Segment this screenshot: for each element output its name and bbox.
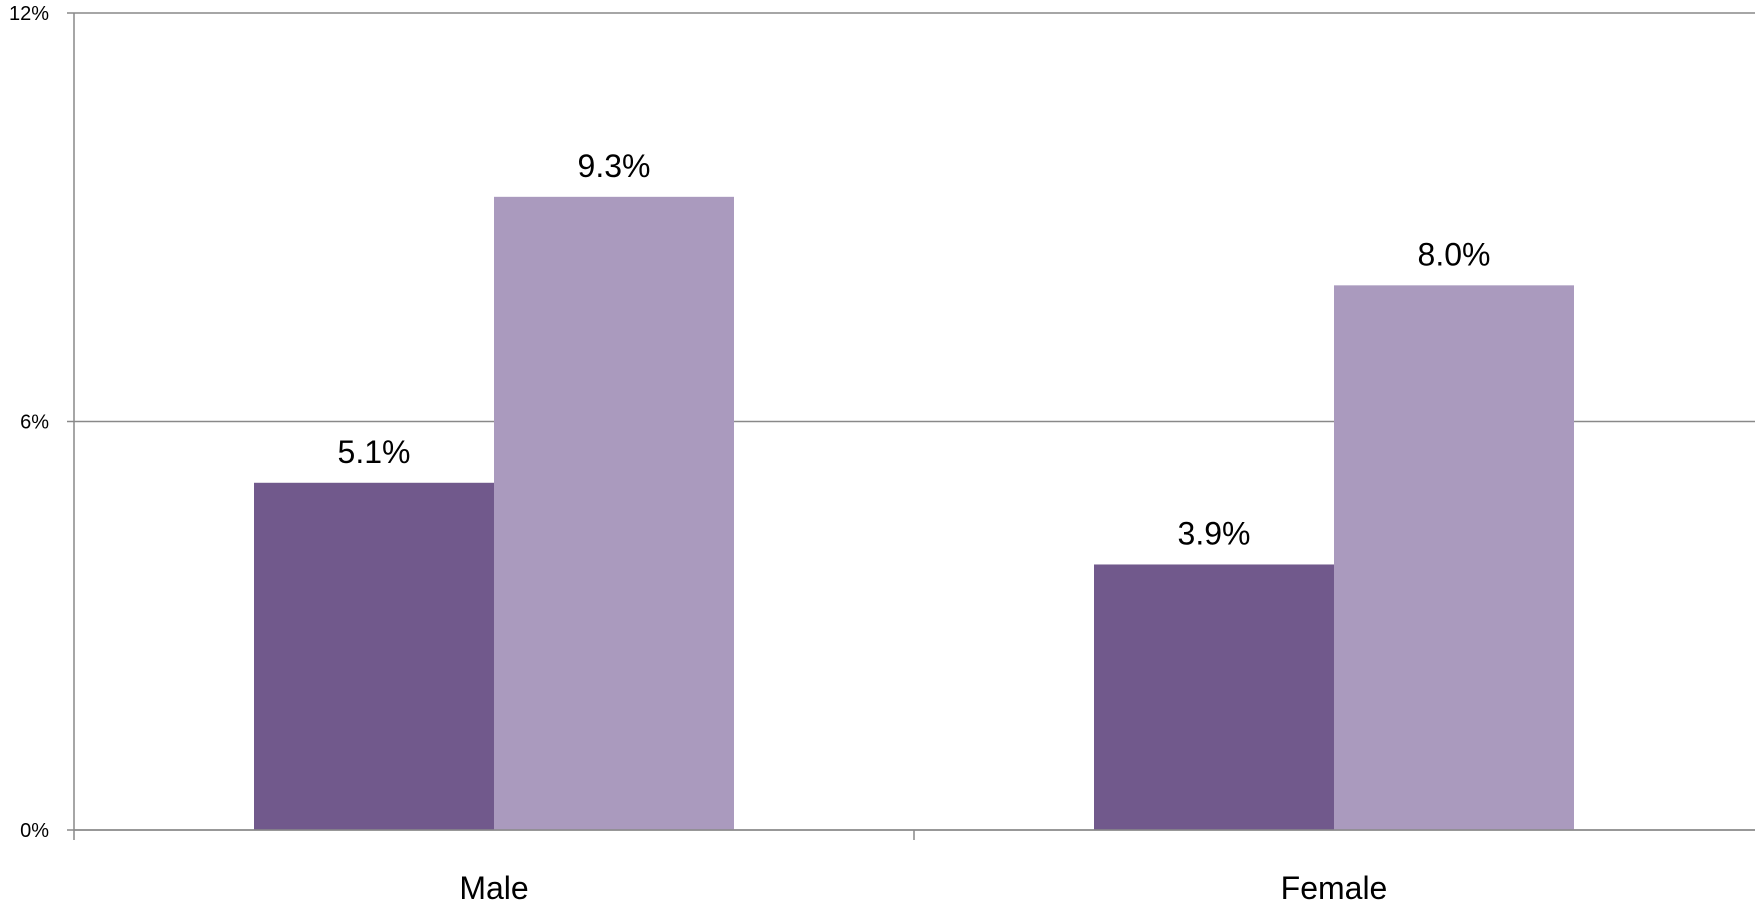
x-category-label-male: Male <box>459 870 528 906</box>
bars <box>254 196 1574 830</box>
bar-female-series-1 <box>1094 564 1334 830</box>
axes <box>67 12 1755 840</box>
y-tick-label-1: 6% <box>20 412 49 434</box>
y-tick-label-2: 12% <box>9 3 49 25</box>
bar-male-series-1 <box>254 482 494 830</box>
data-label-female-series-1: 3.9% <box>1178 515 1251 551</box>
x-category-label-female: Female <box>1281 870 1388 906</box>
labels: 0% 6% 12% 5.1% 9.3% Male 3.9% 8.0% Female <box>9 3 1491 906</box>
bar-male-series-2 <box>494 196 734 830</box>
bar-female-series-2 <box>1334 285 1574 830</box>
data-label-male-series-2: 9.3% <box>578 148 651 184</box>
data-label-female-series-2: 8.0% <box>1418 236 1491 272</box>
y-tick-label-0: 0% <box>20 820 49 842</box>
data-label-male-series-1: 5.1% <box>338 434 411 470</box>
